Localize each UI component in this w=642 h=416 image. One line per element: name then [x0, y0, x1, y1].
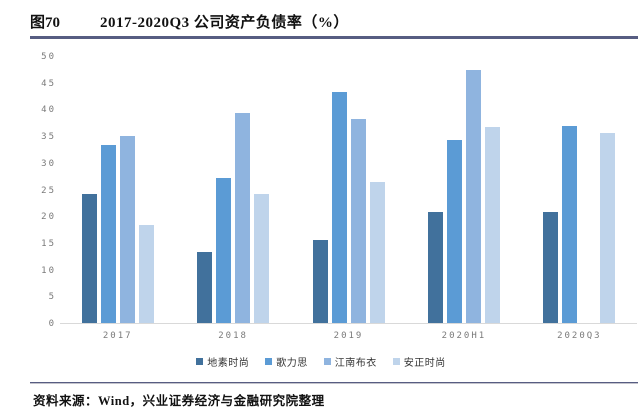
bar	[119, 136, 135, 323]
legend-label: 安正时尚	[403, 358, 446, 369]
bar-group-2020Q3	[522, 57, 637, 323]
y-tick-label: 15	[41, 238, 56, 249]
x-tick-label: 2020H1	[441, 331, 487, 341]
bar	[562, 126, 578, 323]
legend-item: 歌力思	[265, 354, 308, 369]
bar	[543, 211, 559, 323]
legend-item: 地素时尚	[196, 354, 249, 369]
legend-marker-icon	[265, 358, 273, 365]
y-tick-label: 0	[48, 319, 56, 329]
legend-item: 安正时尚	[392, 354, 446, 369]
x-tick-label: 2020Q3	[557, 331, 602, 341]
legend-label: 地素时尚	[207, 358, 250, 369]
bar-group-2019	[291, 57, 406, 323]
source-note: 资料来源：Wind，兴业证券经济与金融研究院整理	[33, 394, 325, 408]
plot-area	[60, 57, 637, 324]
bar	[369, 181, 385, 323]
bar	[465, 69, 481, 323]
y-axis: 0 5 10 15 20 25 30 35 40 45 50	[28, 52, 56, 329]
bar	[446, 140, 462, 323]
bar	[331, 92, 347, 323]
figure-number: 图70	[30, 15, 61, 31]
legend-item: 江南布衣	[323, 354, 377, 369]
bar	[427, 211, 443, 323]
legend-marker-icon	[392, 358, 400, 365]
bar	[600, 133, 616, 323]
x-tick-label: 2018	[218, 331, 248, 341]
y-tick-label: 35	[41, 132, 56, 143]
y-tick-label: 20	[41, 212, 56, 223]
x-tick-label: 2019	[333, 331, 364, 341]
bar	[81, 193, 97, 323]
legend-marker-icon	[196, 358, 204, 365]
bar	[350, 118, 366, 323]
bar	[138, 225, 154, 323]
y-tick-label: 30	[41, 158, 56, 169]
bar	[197, 251, 213, 323]
bar	[254, 193, 270, 323]
y-tick-label: 50	[41, 52, 56, 62]
legend-label: 江南布衣	[334, 358, 377, 369]
bar-group-2017	[60, 57, 175, 323]
bar	[216, 178, 232, 323]
bar	[484, 127, 500, 323]
y-tick-label: 25	[41, 185, 56, 196]
bar	[312, 240, 328, 323]
y-tick-label: 40	[41, 105, 56, 116]
chart-legend: 地素时尚 歌力思 江南布衣 安正时尚	[0, 354, 642, 369]
bar	[100, 145, 116, 323]
y-tick-label: 45	[41, 78, 56, 89]
legend-label: 歌力思	[276, 358, 308, 369]
x-tick-label: 2017	[102, 331, 133, 341]
y-tick-label: 5	[48, 292, 56, 303]
bar-group-2018	[175, 57, 290, 323]
figure-title: 2017-2020Q3 公司资产负债率（%）	[100, 15, 349, 31]
title-rule	[30, 36, 638, 39]
y-tick-label: 10	[41, 265, 56, 276]
bar-group-2020H1	[406, 57, 521, 323]
bar	[235, 112, 251, 323]
legend-marker-icon	[323, 358, 331, 365]
footer-rule	[30, 382, 638, 384]
x-axis: 2017 2018 2019 2020H1 2020Q3	[60, 331, 637, 341]
